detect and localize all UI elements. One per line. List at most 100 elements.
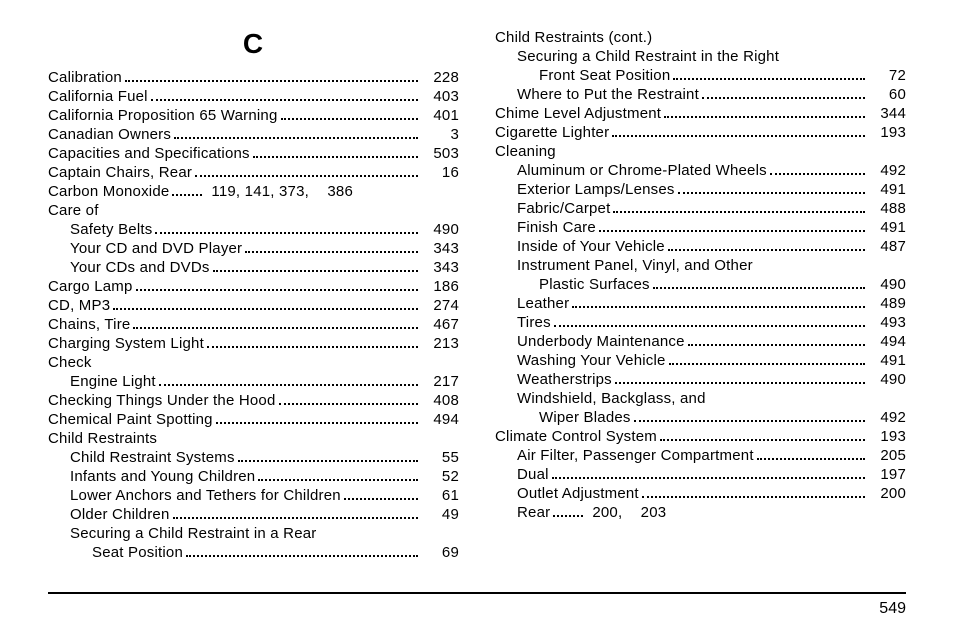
dot-leader <box>660 439 865 441</box>
entry-label: Inside of Your Vehicle <box>517 237 665 256</box>
entry-page: 488 <box>868 199 906 218</box>
index-entry: Plastic Surfaces490 <box>495 275 906 294</box>
entry-page: 186 <box>421 277 459 296</box>
entry-label: Carbon Monoxide <box>48 182 169 201</box>
index-entry: Your CD and DVD Player343 <box>48 239 459 258</box>
entry-page: 52 <box>421 467 459 486</box>
index-entry: Care of <box>48 201 459 220</box>
entry-label: Check <box>48 353 92 372</box>
index-entry: Securing a Child Restraint in a Rear <box>48 524 459 543</box>
dot-leader <box>125 80 418 82</box>
entry-page: 494 <box>421 410 459 429</box>
entry-page: 16 <box>421 163 459 182</box>
index-entry: Leather489 <box>495 294 906 313</box>
index-entry: Rear 200,203 <box>495 503 906 522</box>
entry-label: Climate Control System <box>495 427 657 446</box>
dot-leader <box>702 97 865 99</box>
entry-label: Aluminum or Chrome-Plated Wheels <box>517 161 767 180</box>
index-entry: Tires493 <box>495 313 906 332</box>
index-entry: Safety Belts490 <box>48 220 459 239</box>
index-entry: Child Restraints <box>48 429 459 448</box>
index-entry: Captain Chairs, Rear 16 <box>48 163 459 182</box>
dot-leader <box>688 344 865 346</box>
page-footer: 549 <box>48 592 906 618</box>
entry-label: Cigarette Lighter <box>495 123 609 142</box>
entry-label: Chime Level Adjustment <box>495 104 661 123</box>
index-entry: Dual197 <box>495 465 906 484</box>
index-entry: Underbody Maintenance 494 <box>495 332 906 351</box>
index-entry: Infants and Young Children52 <box>48 467 459 486</box>
entry-label: Exterior Lamps/Lenses <box>517 180 675 199</box>
entry-label: Rear <box>517 503 550 522</box>
dot-leader <box>653 287 865 289</box>
index-entry: Your CDs and DVDs343 <box>48 258 459 277</box>
index-entry: Inside of Your Vehicle487 <box>495 237 906 256</box>
entry-label: Dual <box>517 465 549 484</box>
index-entry: Calibration228 <box>48 68 459 87</box>
entry-label: Chemical Paint Spotting <box>48 410 213 429</box>
entry-page: 490 <box>868 370 906 389</box>
dot-leader <box>553 515 583 517</box>
dot-leader <box>668 249 865 251</box>
index-entry: Outlet Adjustment200 <box>495 484 906 503</box>
entry-page: 203 <box>628 503 666 522</box>
index-entry: CD, MP3274 <box>48 296 459 315</box>
index-entry: Cargo Lamp186 <box>48 277 459 296</box>
dot-leader <box>615 382 865 384</box>
index-entry: Exterior Lamps/Lenses 491 <box>495 180 906 199</box>
dot-leader <box>238 460 418 462</box>
dot-leader <box>253 156 418 158</box>
dot-leader <box>151 99 418 101</box>
entry-label: Canadian Owners <box>48 125 171 144</box>
dot-leader <box>195 175 418 177</box>
entry-label: Lower Anchors and Tethers for Children <box>70 486 341 505</box>
entry-page: 403 <box>421 87 459 106</box>
entry-page: 55 <box>421 448 459 467</box>
entry-page: 408 <box>421 391 459 410</box>
dot-leader <box>612 135 865 137</box>
entry-label: Front Seat Position <box>539 66 670 85</box>
index-entry: Wiper Blades492 <box>495 408 906 427</box>
dot-leader <box>572 306 865 308</box>
dot-leader <box>136 289 418 291</box>
entry-page: 493 <box>868 313 906 332</box>
index-entry: Securing a Child Restraint in the Right <box>495 47 906 66</box>
entry-label: Fabric/Carpet <box>517 199 610 218</box>
dot-leader <box>664 116 865 118</box>
entry-page: 492 <box>868 408 906 427</box>
dot-leader <box>613 211 865 213</box>
entry-pre-pages: 200, <box>586 503 628 522</box>
entry-label: Chains, Tire <box>48 315 130 334</box>
dot-leader <box>279 403 418 405</box>
entry-page: 343 <box>421 239 459 258</box>
entry-page: 61 <box>421 486 459 505</box>
entry-page: 492 <box>868 161 906 180</box>
entry-label: Windshield, Backglass, and <box>517 389 706 408</box>
entry-page: 491 <box>868 180 906 199</box>
footer-rule <box>48 592 906 594</box>
page-number: 549 <box>48 600 906 618</box>
entry-label: California Fuel <box>48 87 148 106</box>
dot-leader <box>186 555 418 557</box>
index-entry: Front Seat Position 72 <box>495 66 906 85</box>
index-entry: Instrument Panel, Vinyl, and Other <box>495 256 906 275</box>
entry-label: Washing Your Vehicle <box>517 351 666 370</box>
index-entry: Chime Level Adjustment344 <box>495 104 906 123</box>
dot-leader <box>599 230 865 232</box>
index-entry: Climate Control System193 <box>495 427 906 446</box>
entry-label: Captain Chairs, Rear <box>48 163 192 182</box>
index-entry: Chains, Tire467 <box>48 315 459 334</box>
entry-page: 491 <box>868 218 906 237</box>
entry-label: Seat Position <box>92 543 183 562</box>
entry-page: 3 <box>421 125 459 144</box>
dot-leader <box>113 308 418 310</box>
entry-page: 193 <box>868 123 906 142</box>
entry-label: Underbody Maintenance <box>517 332 685 351</box>
entry-page: 72 <box>868 66 906 85</box>
columns-container: C Calibration228California Fuel403Califo… <box>48 28 906 568</box>
index-entry: Seat Position69 <box>48 543 459 562</box>
entry-label: Child Restraints <box>48 429 157 448</box>
entry-page: 401 <box>421 106 459 125</box>
entry-label: Care of <box>48 201 99 220</box>
entry-page: 494 <box>868 332 906 351</box>
